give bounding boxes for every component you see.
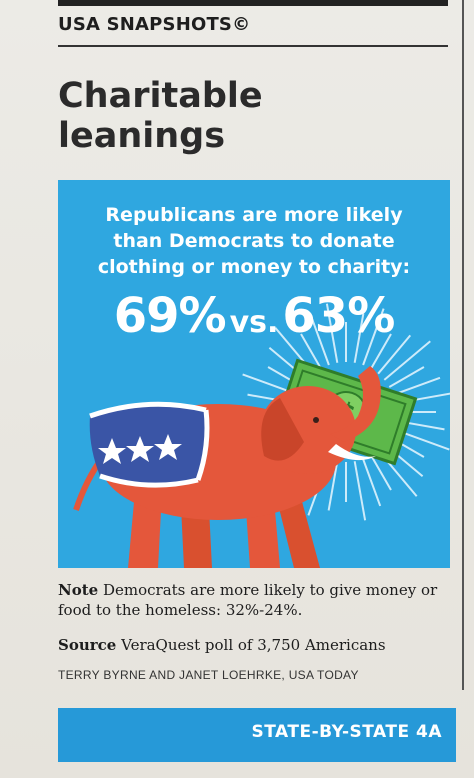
sunburst-ray (377, 334, 412, 375)
lead-text: Republicans are more likely than Democra… (58, 202, 450, 280)
headline: Charitable leanings (58, 76, 448, 156)
headline-line-2: leanings (58, 116, 226, 156)
sunburst-ray (392, 376, 441, 396)
sunburst-ray (362, 308, 385, 366)
note-body: Democrats are more likely to give money … (58, 581, 438, 619)
section-title: USA SNAPSHOTS© (58, 14, 251, 35)
source-text: Source VeraQuest poll of 3,750 Americans (58, 636, 450, 654)
headline-line-1: Charitable (58, 76, 263, 116)
header-rule (58, 45, 448, 47)
infographic-panel: $ (58, 180, 450, 568)
column-rule (462, 0, 464, 690)
byline-credit: TERRY BYRNE AND JANET LOEHRKE, USA TODAY (58, 668, 359, 682)
note-text: Note Democrats are more likely to give m… (58, 580, 450, 620)
sunburst-ray (370, 454, 392, 491)
sunburst-ray (325, 303, 339, 363)
sunburst-ray (362, 458, 382, 507)
sunburst-ray (353, 313, 365, 363)
source-label: Source (58, 636, 117, 654)
lead-line-1: Republicans are more likely (105, 204, 403, 226)
republican-percentage: 69% (113, 288, 227, 344)
source-body: VeraQuest poll of 3,750 Americans (121, 636, 386, 654)
lead-line-2: than Democrats to donate (113, 230, 395, 252)
vs-label: vs. (229, 305, 279, 340)
section-header: USA SNAPSHOTS© (58, 14, 448, 35)
infographic-illustration: $ (73, 303, 450, 568)
sunburst-ray (327, 461, 339, 511)
section-footer-bar[interactable]: STATE-BY-STATE 4A (58, 708, 456, 762)
lead-line-3: clothing or money to charity: (97, 256, 411, 278)
sunburst-ray (310, 317, 330, 366)
sunburst-ray (353, 461, 367, 521)
sunburst-ray (300, 333, 322, 370)
comparison-figures: 69% vs.63% (58, 288, 450, 344)
democrat-percentage: 63% (282, 288, 395, 344)
sunburst-ray (383, 340, 431, 381)
star-icons (98, 434, 182, 464)
top-rule (58, 0, 448, 6)
note-label: Note (58, 581, 99, 599)
sunburst-ray (388, 366, 425, 388)
sunburst-ray (370, 333, 392, 370)
section-footer-label[interactable]: STATE-BY-STATE 4A (251, 722, 442, 742)
republican-elephant-illustration (73, 366, 381, 568)
